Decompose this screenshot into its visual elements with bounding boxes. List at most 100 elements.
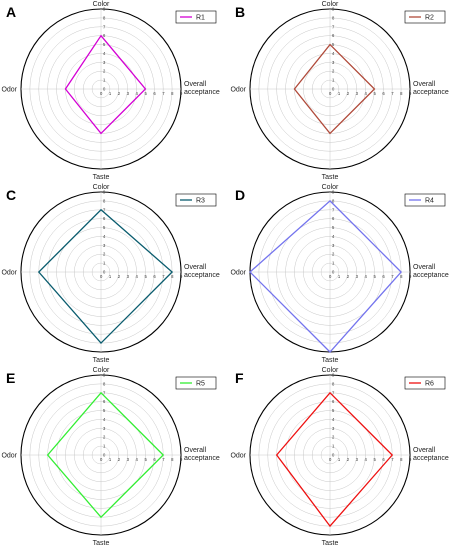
tick-label: 0: [100, 91, 103, 96]
axis-label-overall-acceptance-line: Overall: [184, 264, 207, 271]
legend-label: R6: [425, 381, 434, 388]
tick-label: 8: [171, 457, 174, 462]
tick-label: 6: [382, 91, 385, 96]
tick-label: 4: [103, 417, 106, 422]
tick-label: 1: [338, 91, 341, 96]
tick-label: 9: [103, 373, 106, 378]
tick-label: 4: [365, 91, 368, 96]
tick-label: 2: [332, 252, 335, 257]
tick-label: 9: [409, 91, 412, 96]
tick-label: 3: [103, 426, 106, 431]
tick-label: 3: [332, 426, 335, 431]
tick-label: 0: [100, 457, 103, 462]
series-polygon-r2: [293, 43, 376, 135]
tick-label: 9: [332, 7, 335, 12]
axis-label-overall-acceptance-line: acceptance: [184, 455, 220, 462]
tick-label: 6: [103, 33, 106, 38]
panel-letter: F: [235, 370, 244, 386]
tick-label: 0: [329, 274, 332, 279]
axis-label-taste: Taste: [322, 357, 339, 364]
radar-panel-d: 0 0 1 1 2 2 3 3 4 4 5 5 6 6 7 7 8 8 9 9 Color Overall acceptan…: [229, 183, 457, 366]
axis-label-taste: Taste: [93, 174, 110, 181]
axis-label-color: Color: [93, 367, 110, 374]
tick-label: 9: [180, 274, 183, 279]
tick-label: 2: [118, 91, 121, 96]
tick-label: 3: [103, 60, 106, 65]
axis-label-overall-acceptance: Overall acceptance: [413, 264, 449, 279]
tick-label: 8: [400, 274, 403, 279]
tick-label: 5: [144, 274, 147, 279]
tick-label: 4: [103, 51, 106, 56]
tick-label: 8: [103, 198, 106, 203]
tick-label: 3: [356, 457, 359, 462]
axis-label-overall-acceptance: Overall acceptance: [184, 81, 220, 96]
tick-label: 9: [180, 457, 183, 462]
tick-label: 2: [332, 69, 335, 74]
tick-label: 4: [136, 91, 139, 96]
tick-label: 8: [171, 274, 174, 279]
tick-label: 3: [356, 274, 359, 279]
tick-label: 3: [127, 457, 130, 462]
tick-label: 2: [118, 274, 121, 279]
legend-box: [404, 10, 446, 24]
tick-label: 5: [144, 457, 147, 462]
axis-label-color: Color: [322, 1, 339, 8]
tick-label: 2: [118, 457, 121, 462]
tick-label: 8: [400, 91, 403, 96]
legend-label: R1: [196, 15, 205, 22]
series-polygon-r1: [64, 34, 147, 135]
axis-label-overall-acceptance-line: acceptance: [413, 272, 449, 279]
tick-label: 7: [103, 207, 106, 212]
tick-label: 0: [332, 270, 335, 275]
legend-box: [175, 10, 217, 24]
tick-label: 2: [332, 435, 335, 440]
tick-label: 4: [332, 51, 335, 56]
tick-label: 5: [332, 42, 335, 47]
tick-label: 6: [332, 216, 335, 221]
tick-label: 1: [109, 457, 112, 462]
radar-panel-f: 0 0 1 1 2 2 3 3 4 4 5 5 6 6 7 7 8 8 9 9 Color Overall acceptan…: [229, 366, 457, 549]
legend-label: R2: [425, 15, 434, 22]
tick-label: 4: [103, 234, 106, 239]
tick-label: 1: [332, 261, 335, 266]
legend-box: [404, 193, 446, 207]
panel-letter: A: [6, 4, 16, 20]
tick-label: 1: [338, 274, 341, 279]
tick-label: 6: [103, 399, 106, 404]
tick-label: 5: [144, 91, 147, 96]
axis-label-overall-acceptance-line: Overall: [184, 81, 207, 88]
tick-label: 4: [136, 274, 139, 279]
legend-box: [175, 376, 217, 390]
tick-label: 4: [332, 417, 335, 422]
series-polygon-r5: [46, 391, 165, 519]
tick-label: 8: [171, 91, 174, 96]
tick-label: 3: [356, 91, 359, 96]
tick-label: 7: [391, 274, 394, 279]
axis-label-overall-acceptance: Overall acceptance: [413, 81, 449, 96]
axis-label-overall-acceptance-line: Overall: [184, 447, 207, 454]
panel-letter: D: [235, 187, 245, 203]
tick-label: 6: [153, 91, 156, 96]
axis-label-color: Color: [322, 367, 339, 374]
tick-label: 4: [332, 234, 335, 239]
axis-label-overall-acceptance-line: acceptance: [184, 89, 220, 96]
legend-box: [175, 193, 217, 207]
series-polygon-r4: [249, 199, 403, 353]
axis-label-overall-acceptance: Overall acceptance: [413, 447, 449, 462]
axis-label-color: Color: [93, 1, 110, 8]
tick-label: 7: [391, 457, 394, 462]
tick-label: 9: [332, 373, 335, 378]
legend-box: [404, 376, 446, 390]
series-polygon-r3: [37, 208, 174, 345]
tick-label: 5: [373, 457, 376, 462]
tick-label: 1: [332, 444, 335, 449]
tick-label: 3: [332, 243, 335, 248]
axis-label-overall-acceptance-line: Overall: [413, 81, 436, 88]
tick-label: 9: [409, 274, 412, 279]
tick-label: 3: [127, 91, 130, 96]
